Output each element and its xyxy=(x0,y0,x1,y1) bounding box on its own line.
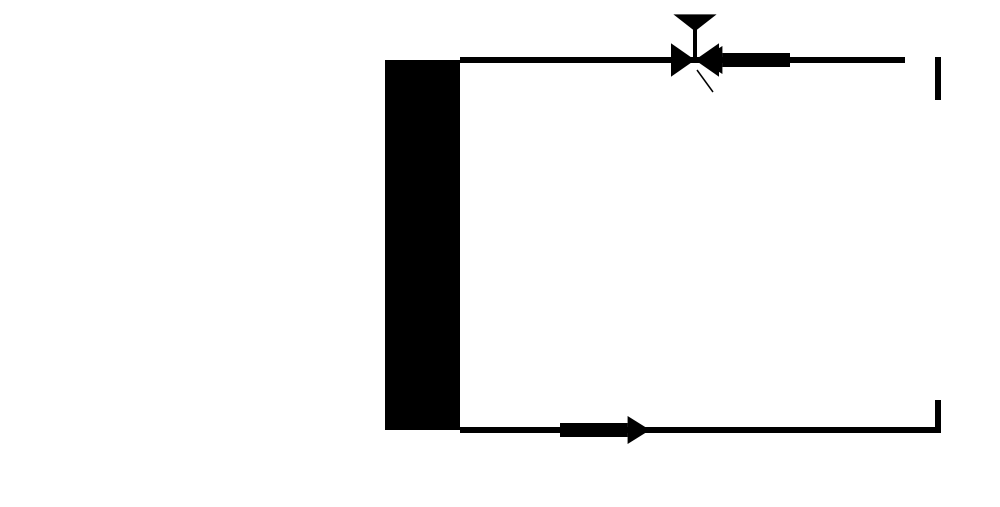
radiator-block xyxy=(385,60,460,430)
callout-2-leader xyxy=(697,70,713,92)
valve-left xyxy=(671,43,695,77)
coolant-cold-arrow-head xyxy=(628,416,650,444)
valve-handle xyxy=(673,14,716,31)
